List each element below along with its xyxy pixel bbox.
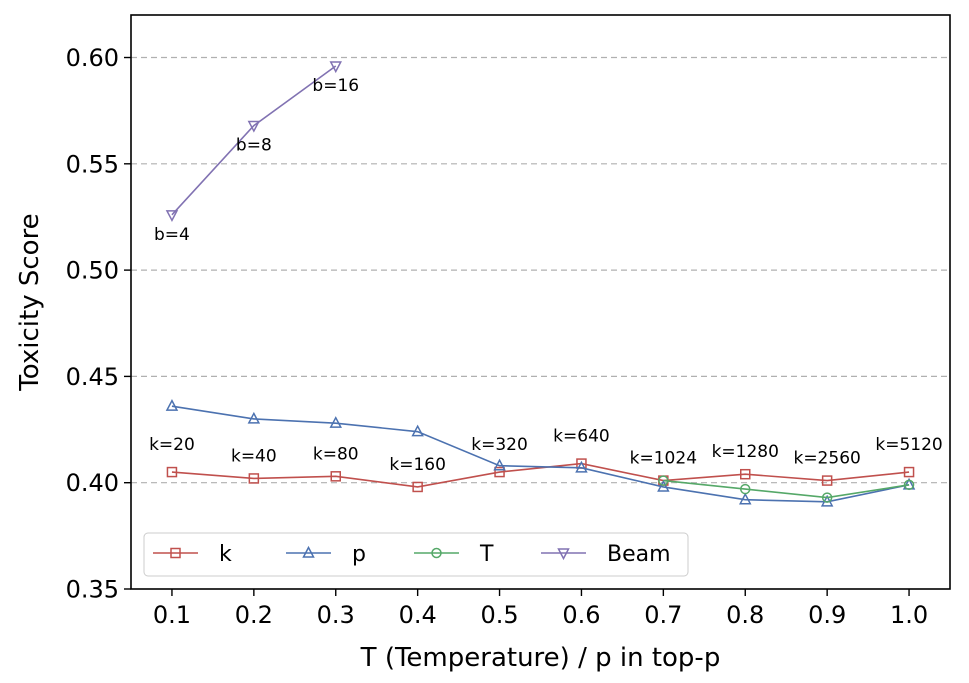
legend-entry-p: p [286, 542, 366, 567]
series-p [165, 399, 916, 507]
legend-label: p [352, 542, 366, 567]
k-point-label: k=80 [313, 444, 359, 464]
y-tick-label: 0.50 [66, 257, 119, 285]
k-point-label: k=20 [149, 435, 195, 455]
legend-marker [170, 547, 181, 559]
data-point-k [412, 481, 423, 493]
data-point-p [411, 424, 424, 437]
grid-lines [131, 56, 950, 484]
point-labels: k=20 k=40 k=80 k=160 k=320 k=640 k=1024 k=1280 k… [149, 76, 943, 475]
legend-label: Beam [607, 542, 671, 567]
x-tick-label: 0.4 [399, 601, 437, 629]
x-tick-label: 0.3 [317, 601, 355, 629]
y-tick-label: 0.55 [66, 150, 119, 178]
legend-box [143, 532, 689, 577]
series-line-k [171, 462, 910, 488]
plot-series [165, 61, 916, 507]
x-tick-label: 1.0 [890, 601, 928, 629]
data-point-k [166, 466, 178, 478]
legend: k p T Beam [143, 532, 689, 577]
legend-entry-t: T [414, 542, 494, 567]
data-point-t [903, 479, 915, 491]
beam-point-label: b=16 [312, 76, 359, 96]
data-point-t [658, 475, 669, 486]
series-beam [165, 61, 342, 222]
y-tick-label: 0.45 [66, 363, 119, 391]
data-point-k [740, 468, 751, 480]
data-point-p [329, 416, 342, 428]
series-line-beam [171, 65, 337, 216]
k-point-label: k=1280 [712, 442, 779, 462]
data-point-k [248, 473, 260, 484]
data-point-k [494, 466, 505, 478]
x-tick-label: 0.6 [562, 601, 600, 629]
legend-marker [302, 545, 315, 558]
data-point-k [903, 466, 915, 478]
x-tick-label: 0.7 [644, 601, 682, 629]
legend-entry-k: k [153, 542, 232, 567]
k-point-label: k=1024 [630, 449, 697, 469]
data-point-p [165, 399, 179, 411]
data-point-p [739, 492, 752, 505]
data-point-t [740, 483, 751, 495]
data-point-p [575, 460, 588, 473]
x-tick-label: 0.1 [153, 601, 191, 629]
x-tick-label: 0.5 [480, 601, 518, 629]
k-point-label: k=160 [389, 455, 446, 475]
k-point-label: k=320 [471, 435, 528, 455]
legend-marker [557, 548, 570, 561]
data-point-p [657, 479, 670, 492]
beam-point-label: b=8 [236, 136, 272, 156]
k-point-label: k=2560 [793, 449, 860, 469]
y-tick-label: 0.35 [66, 576, 119, 604]
legend-label: T [479, 542, 494, 567]
y-tick-label: 0.40 [66, 469, 119, 497]
x-tick-label: 0.8 [726, 601, 764, 629]
k-point-label: k=640 [553, 427, 610, 447]
data-point-p [247, 411, 261, 424]
k-point-label: k=5120 [875, 435, 942, 455]
legend-entry-beam: Beam [541, 542, 671, 567]
y-tick-label: 0.60 [66, 44, 119, 72]
x-axis-title: T (Temperature) / p in top-p [360, 643, 721, 673]
data-point-k [821, 475, 833, 486]
data-point-beam [165, 210, 179, 222]
data-point-p [493, 458, 506, 471]
k-point-label: k=40 [231, 446, 277, 466]
data-point-beam [247, 120, 261, 133]
y-axis-title: Toxicity Score [15, 213, 45, 391]
series-t [658, 475, 915, 503]
plot-frame [130, 14, 951, 590]
legend-marker [431, 547, 442, 559]
data-point-k [330, 471, 341, 482]
x-tick-label: 0.9 [808, 601, 846, 629]
beam-point-label: b=4 [154, 225, 190, 245]
axis-ticks: 0.35 0.40 0.45 0.50 0.55 0.60 0.1 0.2 0.3 0.4 0.5 0… [66, 44, 929, 629]
legend-label: k [219, 542, 232, 567]
series-line-t [663, 479, 910, 499]
series-line-p [171, 405, 910, 503]
data-point-beam [329, 61, 342, 74]
data-point-t [821, 492, 833, 503]
x-tick-label: 0.2 [235, 601, 273, 629]
